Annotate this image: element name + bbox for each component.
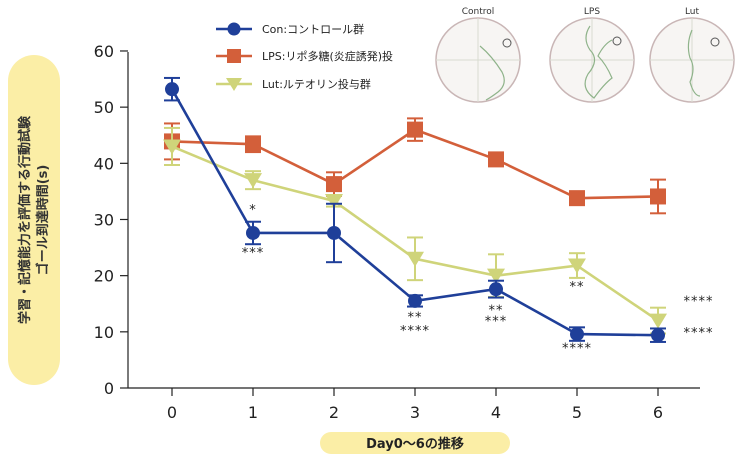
x-tick-label: 5: [572, 403, 582, 422]
legend-marker: [227, 49, 241, 63]
data-point: [163, 139, 181, 155]
series-1: [164, 117, 666, 215]
annotations: *****************************: [242, 203, 714, 357]
data-point: [326, 176, 342, 193]
data-point: [406, 251, 424, 267]
data-point: [165, 82, 179, 97]
swim-path: [584, 25, 613, 99]
y-tick-label: 40: [94, 154, 114, 173]
data-point: [244, 173, 262, 189]
significance-mark: ****: [562, 342, 592, 357]
y-label-line-2: ゴール到達時間(s): [35, 165, 51, 276]
platform-target: [502, 38, 512, 48]
data-point: [325, 193, 343, 209]
data-point: [651, 328, 665, 343]
significance-mark: **: [570, 280, 585, 295]
data-point: [488, 151, 504, 168]
y-tick-label: 0: [104, 379, 114, 398]
x-tick-label: 6: [653, 403, 663, 422]
inset-1: LPS: [549, 7, 635, 103]
platform-target: [612, 36, 622, 46]
series-layer: [163, 76, 667, 343]
x-axis-label: Day0〜6の推移: [320, 432, 510, 454]
significance-mark: ***: [242, 246, 265, 261]
legend-item: Con:コントロール群: [216, 22, 364, 36]
legend-item: LPS:リポ多糖(炎症誘発)投: [216, 49, 393, 63]
data-point: [327, 225, 341, 240]
y-label-line-1: 学習・記憶能力を評価する行動試験: [17, 115, 33, 324]
x-tick-label: 0: [167, 403, 177, 422]
data-point: [650, 188, 666, 205]
x-label-pill: [320, 432, 510, 454]
significance-mark: ****: [400, 324, 430, 339]
legend-marker: [226, 78, 242, 91]
data-point: [407, 121, 423, 138]
inset-title: LPS: [584, 7, 600, 17]
series-2: [163, 126, 667, 335]
data-point: [568, 258, 586, 274]
legend-label: LPS:リポ多糖(炎症誘発)投: [262, 49, 393, 63]
data-point: [569, 190, 585, 207]
legend-marker: [227, 22, 241, 36]
y-tick-label: 10: [94, 323, 114, 342]
inset-title: Control: [462, 7, 495, 17]
significance-mark: **: [489, 303, 504, 318]
y-tick-label: 60: [94, 42, 114, 61]
platform-target: [710, 37, 720, 47]
legend-item: Lut:ルテオリン投与群: [216, 77, 371, 91]
significance-mark: ***: [485, 315, 508, 330]
y-tick-label: 20: [94, 267, 114, 286]
y-ticks: 0 10 20 30 40 50 60: [94, 42, 128, 398]
y-tick-label: 30: [94, 210, 114, 229]
x-ticks: 0 1 2 3 4 5 6: [167, 388, 663, 422]
legend: Con:コントロール群 LPS:リポ多糖(炎症誘発)投 Lut:ルテオリン投与群: [216, 22, 393, 91]
inset-title: Lut: [685, 7, 700, 17]
inset-2: Lut: [649, 7, 735, 103]
x-tick-label: 3: [410, 403, 420, 422]
data-point: [245, 136, 261, 153]
y-tick-label: 50: [94, 98, 114, 117]
y-axis-label: 学習・記憶能力を評価する行動試験 ゴール到達時間(s): [8, 55, 60, 385]
swim-path: [687, 29, 701, 97]
significance-mark: **: [408, 311, 423, 326]
x-tick-label: 2: [329, 403, 339, 422]
series-0: [164, 76, 666, 343]
data-point: [489, 282, 503, 297]
data-point: [649, 313, 667, 329]
legend-label: Lut:ルテオリン投与群: [262, 77, 371, 91]
data-point: [408, 293, 422, 308]
swim-path: [479, 45, 505, 101]
x-tick-label: 1: [248, 403, 258, 422]
significance-mark: *: [249, 203, 257, 218]
significance-mark: ****: [684, 294, 714, 309]
significance-mark: ****: [684, 326, 714, 341]
data-point: [246, 225, 260, 240]
y-label-pill: [8, 55, 60, 385]
inset-images: Control LPS Lut: [435, 7, 735, 103]
data-point: [570, 327, 584, 342]
x-tick-label: 4: [491, 403, 501, 422]
x-label-text: Day0〜6の推移: [366, 436, 464, 452]
inset-0: Control: [435, 7, 521, 103]
data-point: [487, 268, 505, 284]
legend-label: Con:コントロール群: [262, 22, 364, 36]
